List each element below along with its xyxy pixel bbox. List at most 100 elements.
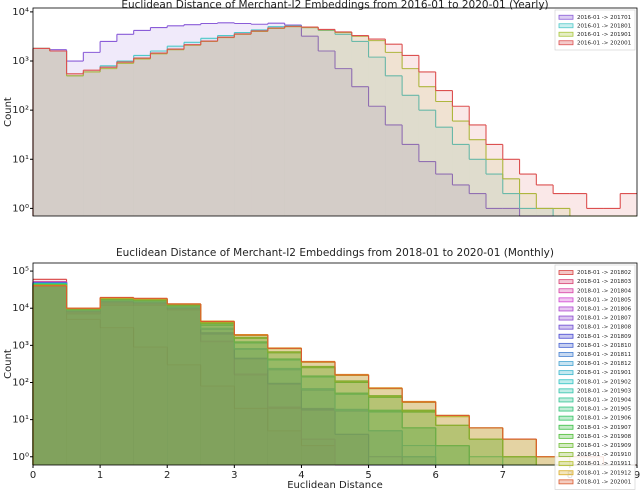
bar	[351, 41, 369, 217]
bar	[33, 282, 67, 465]
bar	[452, 184, 470, 216]
bar	[200, 41, 218, 217]
bar	[33, 283, 67, 465]
bar	[133, 304, 168, 465]
bar	[402, 427, 436, 465]
bar	[167, 307, 201, 465]
bar	[251, 24, 268, 216]
bar	[133, 301, 168, 465]
bar	[284, 25, 302, 216]
bar	[150, 53, 168, 216]
bar	[335, 31, 352, 216]
chart-title: Euclidean Distance of Merchant-I2 Embedd…	[121, 0, 548, 11]
bar	[351, 86, 369, 216]
histogram-series	[32, 283, 637, 466]
histogram-series	[32, 282, 637, 466]
bar	[66, 309, 101, 465]
bar	[100, 68, 117, 216]
legend-label: 2018-01 -> 201802	[577, 270, 631, 276]
bar	[267, 352, 302, 465]
bar	[435, 425, 470, 465]
bar	[234, 374, 268, 465]
bar	[184, 42, 201, 217]
bar	[502, 439, 537, 465]
bar	[200, 325, 235, 465]
bar	[335, 374, 369, 465]
bar	[251, 29, 268, 217]
bar	[234, 358, 268, 465]
chart-title: Euclidean Distance of Merchant-I2 Embedd…	[116, 247, 554, 259]
legend-swatch	[558, 324, 574, 330]
bar	[301, 409, 335, 465]
bar	[217, 37, 235, 217]
bar	[435, 415, 470, 465]
bar	[66, 309, 101, 465]
bar	[100, 67, 117, 216]
bar	[100, 298, 134, 465]
bar	[301, 390, 335, 465]
bar	[502, 193, 520, 216]
histogram-series	[32, 22, 637, 217]
bar	[318, 29, 335, 217]
bar	[368, 40, 386, 216]
bar	[66, 311, 101, 465]
bar	[234, 23, 252, 216]
bar	[267, 369, 302, 465]
bar	[418, 71, 436, 216]
bar	[267, 347, 302, 465]
bar	[335, 374, 369, 465]
bar	[234, 342, 268, 465]
legend-label: 2018-01 -> 201811	[577, 352, 631, 358]
y-tick-label: 10²	[12, 377, 29, 388]
legend-label: 2018-01 -> 201905	[577, 407, 632, 413]
legend-box	[554, 9, 636, 51]
bar	[150, 50, 168, 217]
bar	[133, 301, 168, 465]
bar	[385, 124, 403, 216]
bar	[133, 300, 168, 465]
bar	[66, 310, 101, 465]
legend-swatch	[558, 306, 574, 312]
bar	[234, 349, 268, 465]
bar	[402, 427, 436, 465]
bar	[200, 325, 235, 465]
bar	[133, 300, 168, 465]
bar	[33, 282, 67, 465]
bar	[100, 298, 134, 465]
bar	[133, 301, 168, 465]
bar	[267, 348, 302, 465]
bar	[502, 456, 537, 465]
bar	[33, 284, 67, 465]
y-axis-label: Count	[3, 97, 14, 127]
bar	[200, 325, 235, 465]
bar	[435, 425, 470, 465]
x-axis-label: Euclidean Distance	[287, 480, 383, 491]
bar	[100, 327, 134, 465]
histogram-series	[32, 284, 637, 466]
bar	[368, 39, 386, 216]
bar	[133, 299, 168, 465]
histogram-series	[32, 284, 637, 466]
bar	[234, 373, 268, 465]
legend-swatch	[558, 424, 574, 430]
histogram-series	[32, 285, 637, 466]
bar	[301, 389, 335, 465]
bar	[200, 341, 235, 465]
bar	[100, 301, 134, 465]
bar	[100, 300, 134, 465]
bar	[66, 313, 101, 465]
y-tick-label: 10¹	[12, 415, 29, 426]
bar	[234, 348, 268, 465]
bar	[200, 333, 235, 465]
bar	[83, 70, 101, 217]
bar	[301, 27, 319, 216]
bar	[536, 208, 554, 216]
bar	[167, 303, 201, 465]
histogram-series	[32, 284, 637, 466]
bar	[66, 309, 101, 465]
legend-label: 2018-01 -> 201807	[577, 316, 632, 322]
bar	[100, 301, 134, 465]
bar	[469, 427, 503, 465]
bar	[133, 302, 168, 465]
bar	[402, 401, 436, 465]
